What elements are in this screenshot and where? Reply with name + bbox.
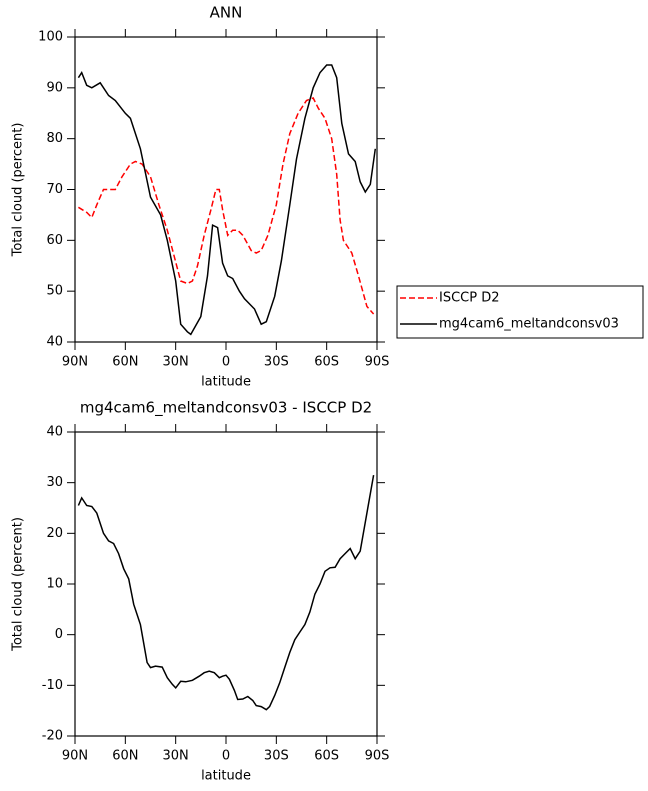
x-tick-label: 90S [365,355,390,370]
x-tick-label: 60S [314,749,339,764]
x-axis-label: latitude [201,769,251,784]
y-tick-label: 0 [55,627,63,642]
y-tick-label: 80 [46,131,63,146]
x-axis-label: latitude [201,375,251,390]
x-tick-label: 60N [112,749,138,764]
plot-frame [74,36,378,343]
chart-title: ANN [210,4,243,22]
legend-label: mg4cam6_meltandconsv03 [439,317,619,332]
data-line [78,97,375,315]
x-tick-label: 60S [314,355,339,370]
x-tick-label: 0 [222,355,230,370]
y-tick-label: 100 [38,30,63,45]
x-tick-label: 30S [264,355,289,370]
data-line [77,64,377,336]
x-tick-label: 90N [62,355,88,370]
y-tick-label: -10 [42,678,63,693]
plot-frame [74,431,378,737]
y-axis-label: Total cloud (percent) [11,517,26,652]
y-axis-label: Total cloud (percent) [11,123,26,258]
y-tick-label: 50 [46,284,63,299]
x-tick-label: 90S [365,749,390,764]
y-tick-label: 20 [46,526,63,541]
y-tick-label: 30 [46,475,63,490]
x-tick-label: 90N [62,749,88,764]
x-tick-label: 30N [163,749,189,764]
x-tick-label: 0 [222,749,230,764]
y-tick-label: 70 [46,182,63,197]
y-tick-label: 40 [46,335,63,350]
y-tick-label: 90 [46,80,63,95]
y-tick-label: 10 [46,577,63,592]
data-line [77,474,375,711]
legend-box [396,285,644,339]
y-tick-label: -20 [42,729,63,744]
legend-label: ISCCP D2 [439,291,500,306]
chart-title: mg4cam6_meltandconsv03 - ISCCP D2 [80,399,372,418]
x-tick-label: 60N [112,355,138,370]
x-tick-label: 30S [264,749,289,764]
y-tick-label: 60 [46,233,63,248]
x-tick-label: 30N [163,355,189,370]
y-tick-label: 40 [46,425,63,440]
